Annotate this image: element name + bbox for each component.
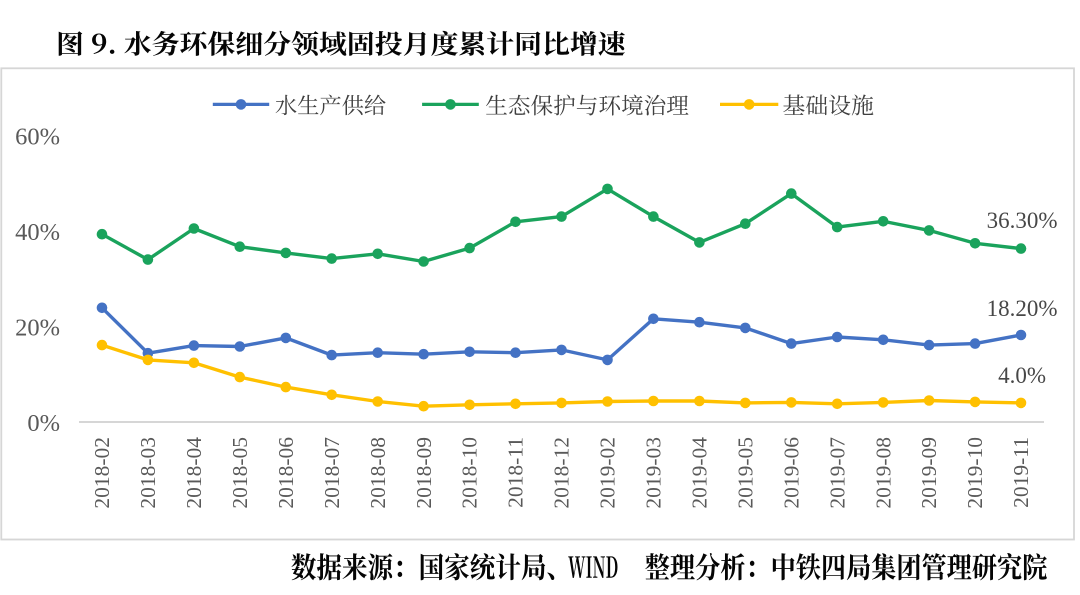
svg-text:2018-03: 2018-03	[136, 437, 160, 509]
svg-text:2018-11: 2018-11	[504, 437, 528, 508]
svg-text:2018-10: 2018-10	[458, 437, 482, 509]
svg-text:36.30%: 36.30%	[987, 208, 1058, 233]
svg-text:4.0%: 4.0%	[998, 363, 1046, 388]
svg-text:2019-04: 2019-04	[688, 437, 712, 509]
svg-text:60%: 60%	[15, 123, 60, 150]
svg-text:2018-07: 2018-07	[320, 437, 344, 509]
svg-text:2019-02: 2019-02	[596, 437, 620, 509]
svg-text:20%: 20%	[15, 314, 60, 341]
svg-text:2018-09: 2018-09	[412, 437, 436, 509]
svg-text:2019-05: 2019-05	[733, 437, 757, 509]
svg-text:18.20%: 18.20%	[987, 296, 1058, 321]
svg-text:2018-08: 2018-08	[366, 437, 390, 509]
svg-text:2019-06: 2019-06	[779, 437, 803, 509]
svg-text:2018-12: 2018-12	[550, 437, 574, 509]
svg-text:2018-02: 2018-02	[90, 437, 114, 509]
svg-text:2019-07: 2019-07	[825, 437, 849, 509]
svg-text:2019-09: 2019-09	[917, 437, 941, 509]
svg-text:2018-04: 2018-04	[182, 437, 206, 509]
svg-text:2019-03: 2019-03	[642, 437, 666, 509]
svg-text:2018-06: 2018-06	[274, 437, 298, 509]
svg-text:0%: 0%	[27, 410, 60, 437]
svg-text:40%: 40%	[15, 219, 60, 246]
svg-text:2019-08: 2019-08	[871, 437, 895, 509]
svg-text:2019-11: 2019-11	[1009, 437, 1033, 508]
svg-text:2019-10: 2019-10	[963, 437, 987, 509]
svg-text:2018-05: 2018-05	[228, 437, 252, 509]
